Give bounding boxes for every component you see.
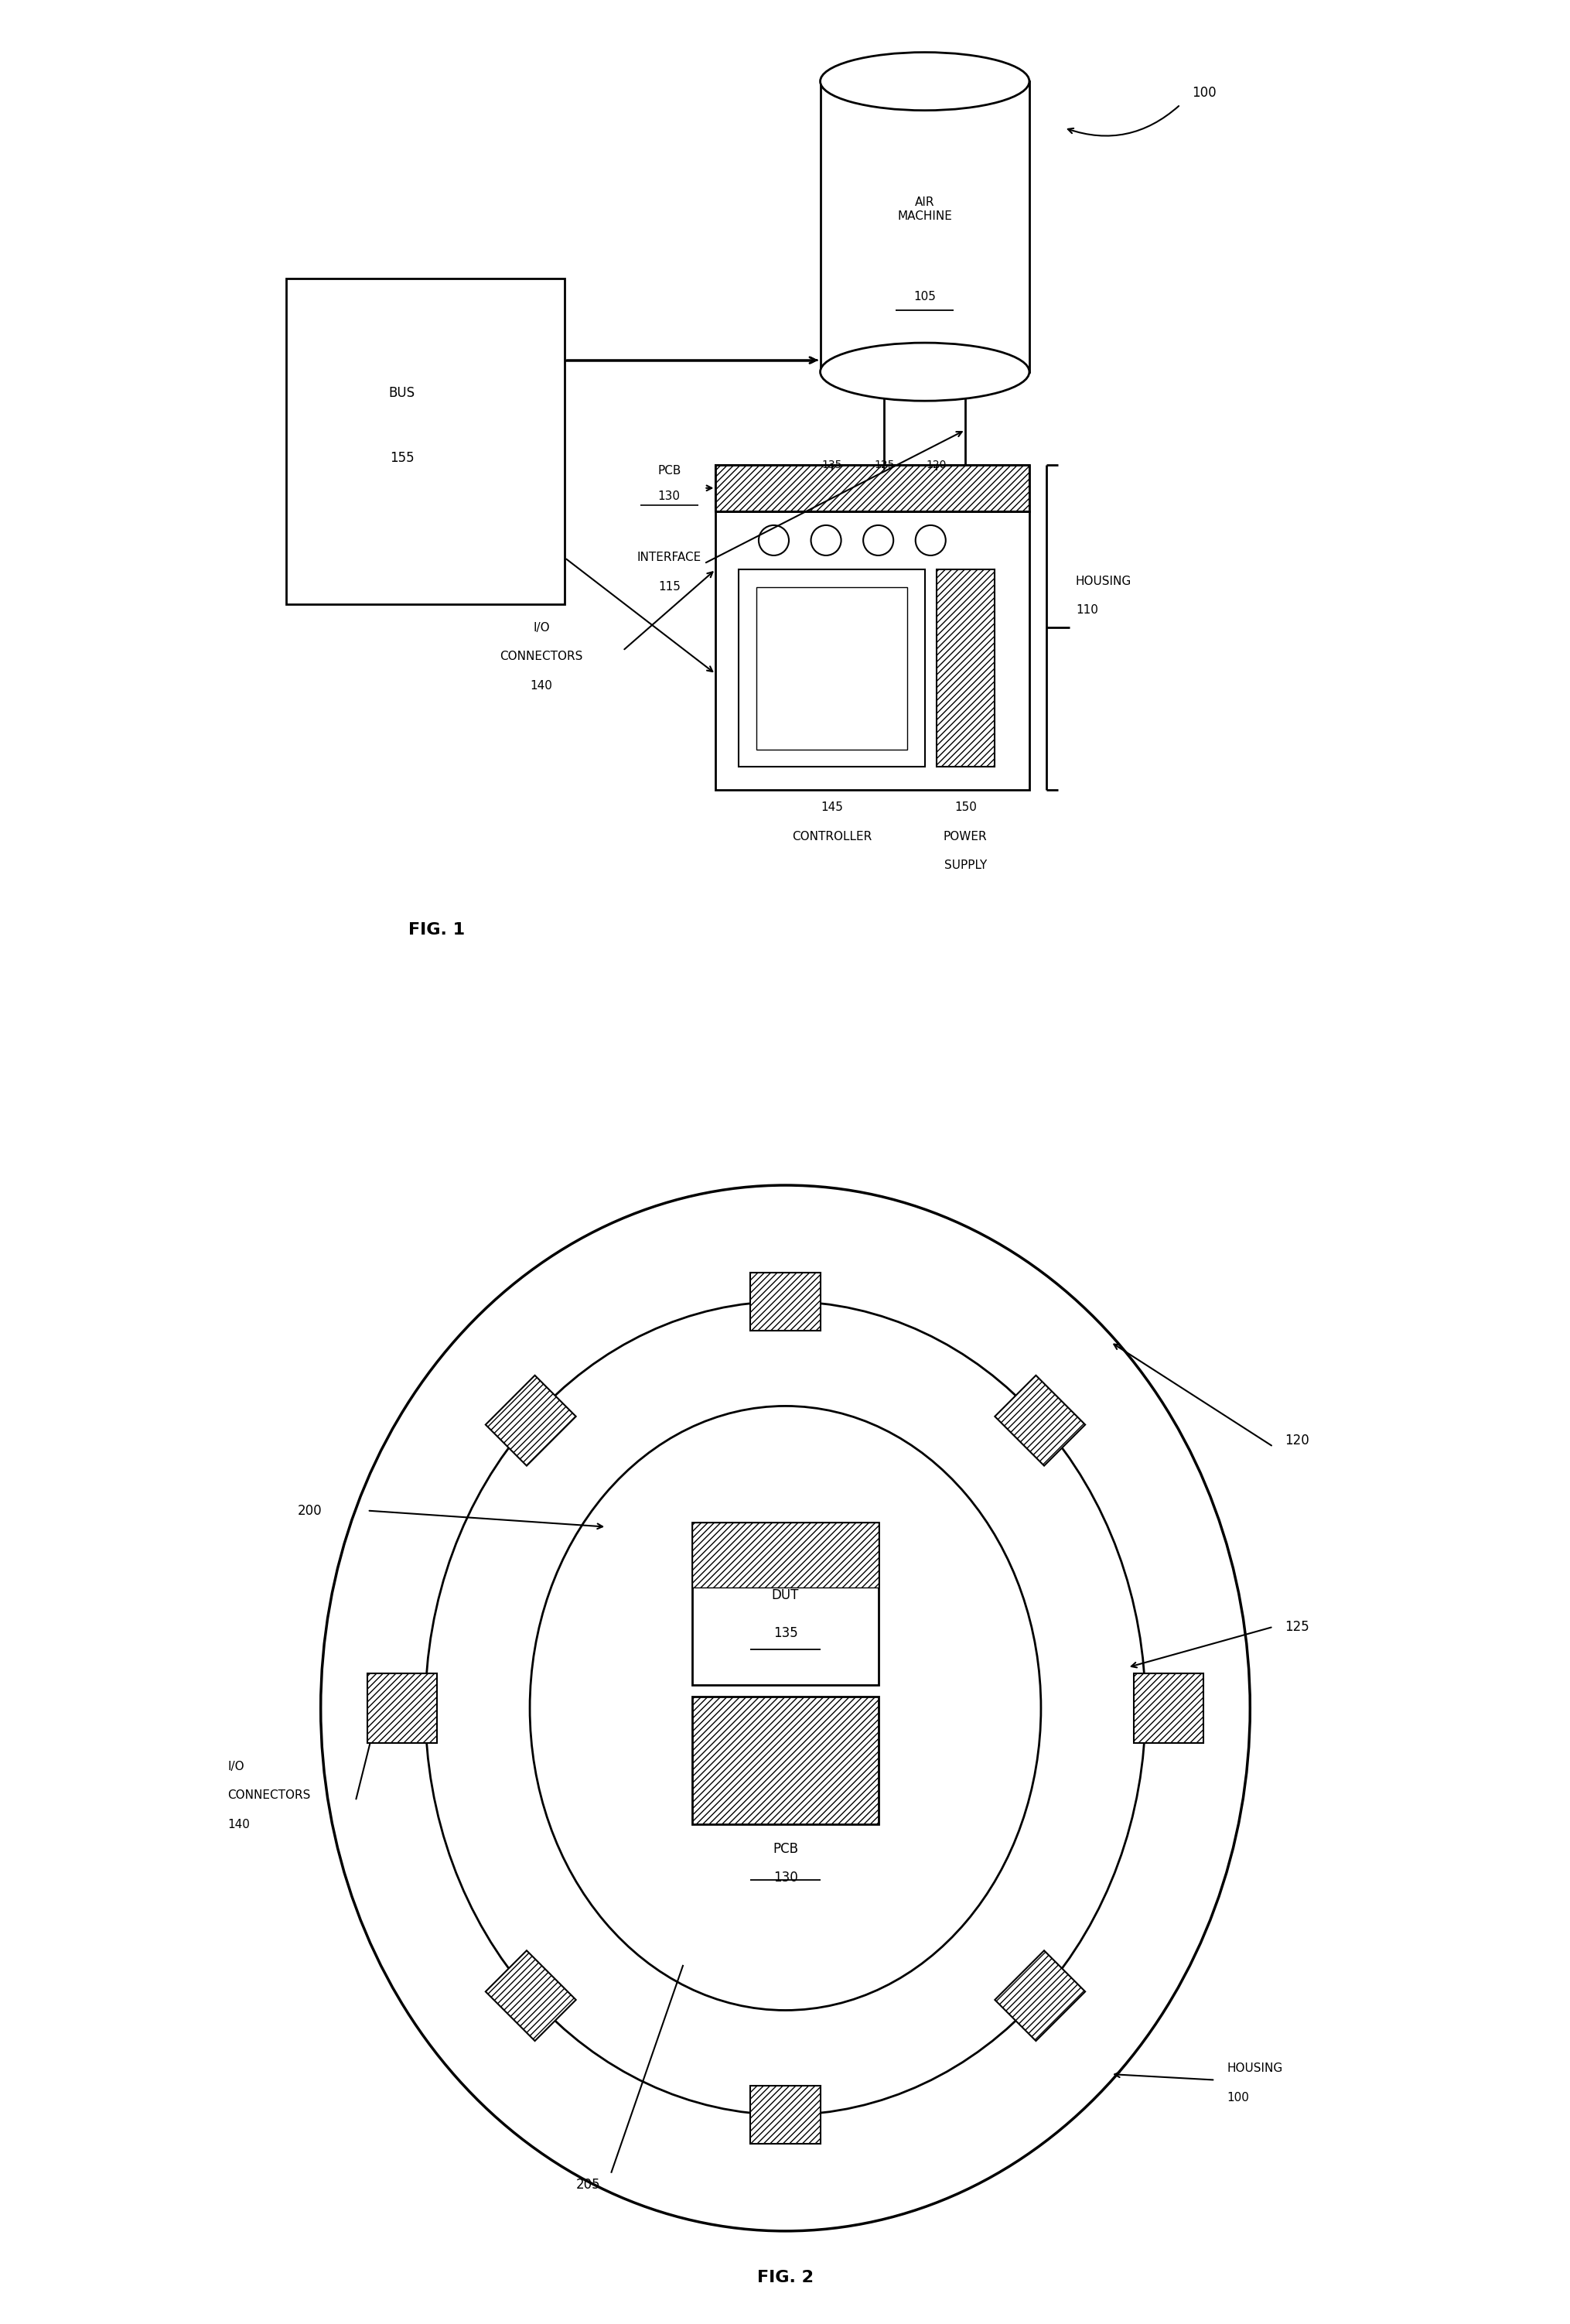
Text: POWER: POWER xyxy=(944,830,988,841)
Text: 100: 100 xyxy=(1226,2092,1248,2103)
Bar xyxy=(884,372,966,465)
Text: HOUSING: HOUSING xyxy=(1075,576,1130,586)
Bar xyxy=(994,1376,1085,1466)
Text: PCB: PCB xyxy=(658,465,681,476)
Bar xyxy=(738,569,925,767)
Bar xyxy=(485,1950,576,2040)
Text: 205: 205 xyxy=(575,2178,600,2192)
Ellipse shape xyxy=(425,1301,1145,2115)
Text: CONNECTORS: CONNECTORS xyxy=(228,1789,311,1801)
Text: 135: 135 xyxy=(821,460,842,469)
Bar xyxy=(367,1673,436,1743)
Bar xyxy=(936,569,994,767)
Text: AIR
MACHINE: AIR MACHINE xyxy=(896,198,951,221)
Text: 150: 150 xyxy=(955,802,977,813)
Text: HOUSING: HOUSING xyxy=(1226,2064,1283,2073)
Text: SUPPLY: SUPPLY xyxy=(944,860,986,872)
Bar xyxy=(692,1522,878,1685)
Text: 120: 120 xyxy=(926,460,947,469)
Text: 155: 155 xyxy=(389,451,414,465)
Bar xyxy=(750,2087,820,2143)
Bar xyxy=(692,1697,878,1824)
Text: 135: 135 xyxy=(772,1627,798,1641)
Text: 110: 110 xyxy=(1075,604,1097,616)
Text: 120: 120 xyxy=(1284,1434,1309,1448)
Text: 130: 130 xyxy=(658,490,680,502)
Bar xyxy=(692,1522,878,1587)
Text: 130: 130 xyxy=(772,1871,798,1885)
Bar xyxy=(820,81,1028,372)
Ellipse shape xyxy=(820,342,1028,402)
Text: BUS: BUS xyxy=(389,386,414,400)
Text: 145: 145 xyxy=(820,802,843,813)
Text: 125: 125 xyxy=(1284,1620,1309,1634)
Text: FIG. 1: FIG. 1 xyxy=(408,923,465,937)
Text: 115: 115 xyxy=(658,581,680,593)
Ellipse shape xyxy=(820,51,1028,112)
Bar xyxy=(750,1274,820,1329)
Bar xyxy=(716,465,1028,511)
Bar xyxy=(716,465,1028,511)
Text: I/O: I/O xyxy=(228,1762,245,1771)
Bar xyxy=(286,279,564,604)
Text: FIG. 2: FIG. 2 xyxy=(757,2271,813,2284)
Text: 140: 140 xyxy=(531,681,553,690)
Ellipse shape xyxy=(529,1406,1041,2010)
Bar xyxy=(1134,1673,1203,1743)
Text: 105: 105 xyxy=(914,290,936,302)
Text: 100: 100 xyxy=(1192,86,1215,100)
Bar xyxy=(485,1376,576,1466)
Text: CONNECTORS: CONNECTORS xyxy=(499,651,582,662)
Text: I/O: I/O xyxy=(532,623,550,632)
Text: 140: 140 xyxy=(228,1820,250,1829)
Ellipse shape xyxy=(320,1185,1250,2231)
Bar xyxy=(716,511,1028,790)
Text: CONTROLLER: CONTROLLER xyxy=(791,830,871,841)
Text: 125: 125 xyxy=(873,460,893,469)
Text: DUT: DUT xyxy=(771,1590,799,1601)
Text: 200: 200 xyxy=(297,1504,322,1518)
Bar xyxy=(757,586,907,748)
Text: INTERFACE: INTERFACE xyxy=(637,553,702,562)
Text: PCB: PCB xyxy=(772,1841,798,1855)
Bar xyxy=(994,1950,1085,2040)
